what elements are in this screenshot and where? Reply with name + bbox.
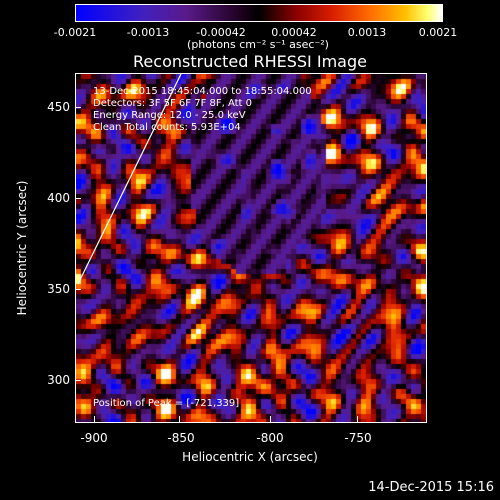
detectors-label: Detectors: 3F 5F 6F 7F 8F, Att 0 xyxy=(93,98,253,109)
x-tick-label: -900 xyxy=(80,431,108,445)
x-tick-mark xyxy=(94,416,95,422)
colorbar-tick-label: -0.00042 xyxy=(196,26,246,39)
plot-timestamp: 14-Dec-2015 15:16 xyxy=(368,480,494,495)
peak-position-label: Position of Peak = [-721,339] xyxy=(93,398,240,409)
y-tick-mark xyxy=(75,380,81,381)
x-axis-label: Heliocentric X (arcsec) xyxy=(182,450,318,464)
y-tick-mark xyxy=(75,107,81,108)
y-tick-label: 400 xyxy=(47,191,70,205)
x-tick-mark xyxy=(179,416,180,422)
solar-limb-line xyxy=(77,74,182,285)
colorbar-unit-label: (photons cm⁻² s⁻¹ asec⁻²) xyxy=(187,38,329,51)
flux-heatmap xyxy=(76,74,426,422)
time-range-label: 13-Dec-2015 18:45:04.000 to 18:55:04.000 xyxy=(93,86,312,97)
colorbar-tick-label: 0.00042 xyxy=(271,26,317,39)
y-tick-mark xyxy=(75,289,81,290)
x-tick-mark xyxy=(357,416,358,422)
y-tick-label: 300 xyxy=(47,373,70,387)
image-title: Reconstructed RHESSI Image xyxy=(133,52,367,71)
energy-range-label: Energy Range: 12.0 - 25.0 keV xyxy=(93,110,246,121)
colorbar-tick-label: -0.0013 xyxy=(126,26,170,39)
y-axis-label: Heliocentric Y (arcsec) xyxy=(15,180,29,316)
image-plot xyxy=(75,73,427,423)
algorithm-label: Clean Total counts: 5.93E+04 xyxy=(93,122,241,133)
y-tick-mark xyxy=(75,198,81,199)
colorbar xyxy=(75,4,443,22)
x-tick-label: -800 xyxy=(256,431,284,445)
colorbar-tick-label: 0.0021 xyxy=(418,26,458,39)
x-tick-label: -850 xyxy=(167,431,195,445)
x-tick-mark xyxy=(270,416,271,422)
colorbar-tick-label: 0.0013 xyxy=(347,26,387,39)
colorbar-tick-label: -0.0021 xyxy=(53,26,97,39)
y-tick-label: 350 xyxy=(47,282,70,296)
x-tick-label: -750 xyxy=(344,431,372,445)
y-tick-label: 450 xyxy=(47,100,70,114)
